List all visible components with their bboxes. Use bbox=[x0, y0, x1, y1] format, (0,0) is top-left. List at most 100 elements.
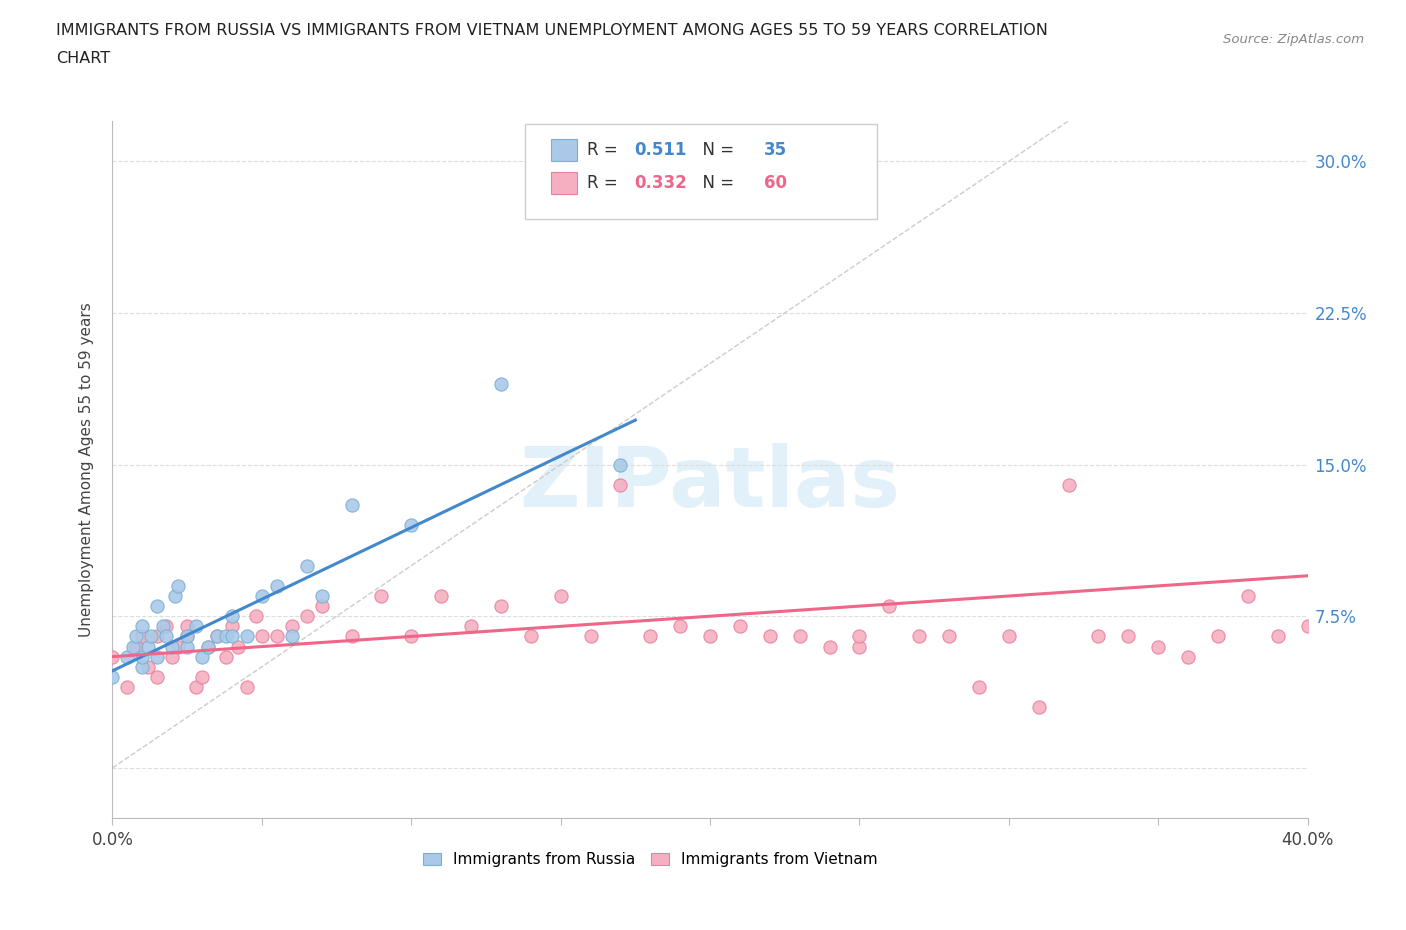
Point bbox=[281, 618, 304, 633]
Point bbox=[908, 629, 931, 644]
Point bbox=[295, 558, 318, 573]
Point bbox=[728, 618, 751, 633]
Point bbox=[162, 639, 183, 654]
Point bbox=[101, 649, 124, 664]
Point bbox=[550, 589, 572, 604]
Point bbox=[250, 629, 273, 644]
Text: N =: N = bbox=[692, 141, 740, 159]
Point bbox=[430, 589, 453, 604]
Text: N =: N = bbox=[692, 174, 740, 192]
Point bbox=[1296, 618, 1319, 633]
Point bbox=[848, 639, 870, 654]
Point bbox=[295, 609, 318, 624]
Point bbox=[879, 599, 901, 614]
Point bbox=[236, 629, 259, 644]
Point bbox=[167, 578, 190, 593]
Text: IMMIGRANTS FROM RUSSIA VS IMMIGRANTS FROM VIETNAM UNEMPLOYMENT AMONG AGES 55 TO : IMMIGRANTS FROM RUSSIA VS IMMIGRANTS FRO… bbox=[56, 23, 1047, 38]
Point bbox=[938, 629, 960, 644]
Point bbox=[1087, 629, 1109, 644]
Point bbox=[146, 599, 169, 614]
Point bbox=[176, 629, 198, 644]
Point bbox=[1118, 629, 1140, 644]
Point bbox=[1028, 699, 1050, 714]
Point bbox=[1206, 629, 1229, 644]
Text: ZIPatlas: ZIPatlas bbox=[520, 443, 900, 525]
Point bbox=[236, 680, 259, 695]
Point bbox=[197, 639, 219, 654]
Point bbox=[1177, 649, 1199, 664]
Point bbox=[221, 618, 243, 633]
Point bbox=[998, 629, 1021, 644]
Point bbox=[818, 639, 841, 654]
Point bbox=[138, 639, 160, 654]
Text: Source: ZipAtlas.com: Source: ZipAtlas.com bbox=[1223, 33, 1364, 46]
Point bbox=[122, 639, 145, 654]
Point bbox=[215, 629, 238, 644]
Point bbox=[186, 680, 208, 695]
Point bbox=[401, 518, 423, 533]
Point bbox=[609, 477, 631, 492]
Point bbox=[281, 629, 304, 644]
Point bbox=[125, 629, 148, 644]
Point bbox=[1147, 639, 1170, 654]
Point bbox=[141, 629, 163, 644]
Point bbox=[101, 670, 124, 684]
Point bbox=[117, 649, 139, 664]
Point bbox=[186, 618, 208, 633]
Point bbox=[146, 629, 169, 644]
Point bbox=[197, 639, 219, 654]
Point bbox=[226, 639, 249, 654]
Point bbox=[669, 618, 692, 633]
Point bbox=[1267, 629, 1289, 644]
Point bbox=[245, 609, 267, 624]
Point bbox=[131, 629, 153, 644]
Point bbox=[146, 649, 169, 664]
Point bbox=[155, 629, 177, 644]
Point bbox=[759, 629, 782, 644]
Point bbox=[131, 649, 153, 664]
Point bbox=[191, 649, 214, 664]
Point bbox=[340, 498, 363, 512]
Point bbox=[155, 618, 177, 633]
Text: 60: 60 bbox=[763, 174, 787, 192]
Point bbox=[165, 589, 187, 604]
Point bbox=[460, 618, 482, 633]
Point bbox=[167, 639, 190, 654]
Point bbox=[1237, 589, 1260, 604]
Point bbox=[967, 680, 990, 695]
Point bbox=[266, 629, 288, 644]
Legend: Immigrants from Russia, Immigrants from Vietnam: Immigrants from Russia, Immigrants from … bbox=[416, 846, 884, 873]
Point bbox=[311, 589, 333, 604]
Point bbox=[205, 629, 228, 644]
Point bbox=[191, 670, 214, 684]
Point bbox=[789, 629, 811, 644]
Point bbox=[699, 629, 721, 644]
Y-axis label: Unemployment Among Ages 55 to 59 years: Unemployment Among Ages 55 to 59 years bbox=[79, 302, 94, 637]
Point bbox=[146, 670, 169, 684]
FancyBboxPatch shape bbox=[551, 172, 578, 194]
Text: 35: 35 bbox=[763, 141, 787, 159]
Point bbox=[579, 629, 602, 644]
Point bbox=[489, 599, 512, 614]
Point bbox=[489, 377, 512, 392]
Point bbox=[131, 618, 153, 633]
Point bbox=[205, 629, 228, 644]
Point bbox=[1057, 477, 1080, 492]
Text: R =: R = bbox=[586, 174, 623, 192]
Point bbox=[609, 458, 631, 472]
Text: 0.332: 0.332 bbox=[634, 174, 688, 192]
Point bbox=[176, 618, 198, 633]
Text: 0.511: 0.511 bbox=[634, 141, 688, 159]
Point bbox=[340, 629, 363, 644]
Point bbox=[152, 618, 174, 633]
Point bbox=[117, 680, 139, 695]
Point bbox=[138, 659, 160, 674]
Point bbox=[125, 639, 148, 654]
Point bbox=[848, 629, 870, 644]
Point bbox=[176, 639, 198, 654]
FancyBboxPatch shape bbox=[524, 125, 877, 219]
Point bbox=[520, 629, 543, 644]
Point bbox=[221, 629, 243, 644]
Point bbox=[250, 589, 273, 604]
Point bbox=[162, 649, 183, 664]
